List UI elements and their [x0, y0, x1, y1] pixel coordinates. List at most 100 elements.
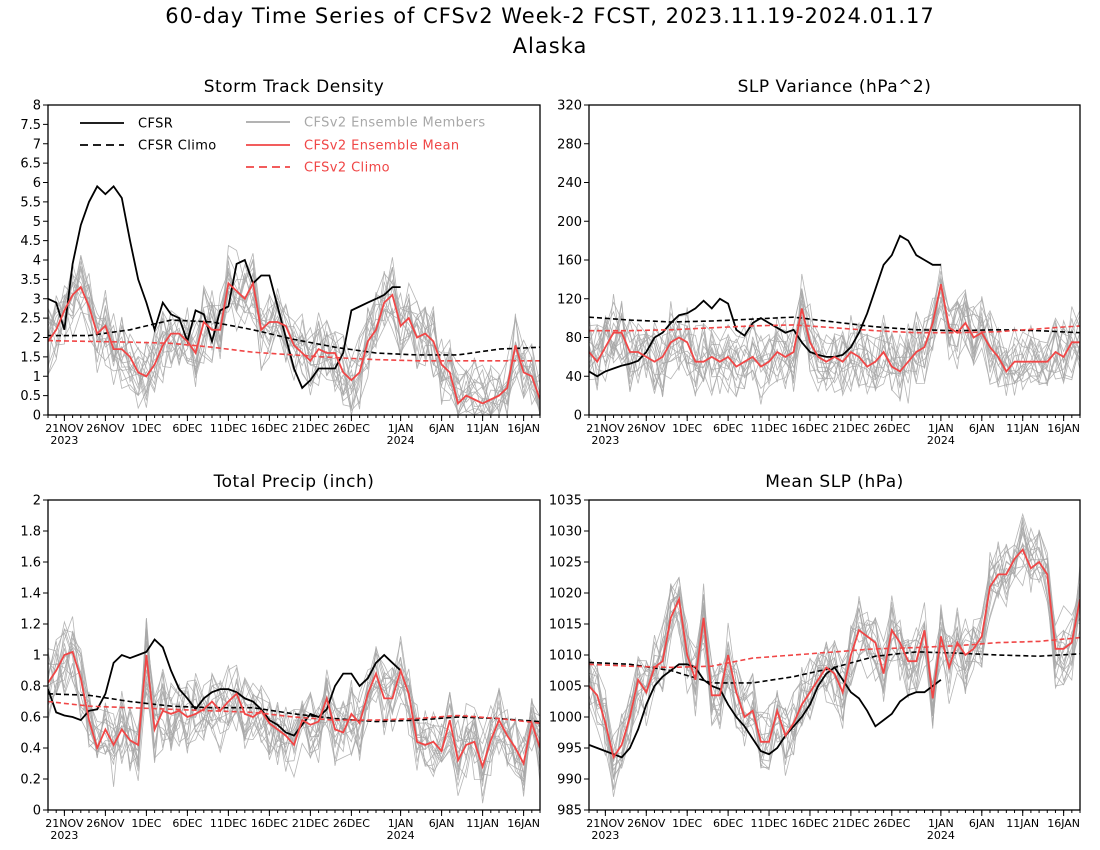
ensemble-member-line: [589, 299, 1080, 404]
y-tick-label: 320: [557, 99, 582, 114]
ensemble-member-line: [48, 244, 540, 415]
x-tick-label: 11JAN: [1006, 422, 1039, 435]
y-tick-label: 1015: [549, 618, 582, 633]
x-tick-year: 2023: [591, 434, 619, 447]
x-tick-label: 16JAN: [1047, 422, 1080, 435]
ensemble-member-line: [48, 261, 540, 415]
y-tick-label: 995: [557, 742, 582, 757]
ensemble-member-line: [48, 267, 540, 405]
x-tick-label: 26DEC: [873, 817, 910, 830]
y-tick-label: 6.5: [20, 157, 41, 172]
cfsr-climo-line: [589, 316, 1080, 334]
x-tick-label: 21NOV: [586, 422, 625, 435]
plot-area: [48, 184, 540, 415]
y-tick-label: 4.5: [20, 234, 41, 249]
ensemble-member-line: [48, 628, 540, 783]
ensemble-member-line: [48, 268, 540, 415]
x-tick-label: 26DEC: [873, 422, 910, 435]
y-tick-label: 4: [33, 254, 41, 269]
ensemble-member-line: [589, 520, 1080, 771]
x-tick-label: 1DEC: [131, 422, 161, 435]
legend-label: CFSv2 Ensemble Mean: [304, 139, 460, 154]
cfsv2-ensemble-mean-line: [48, 280, 540, 406]
x-tick-label: 11DEC: [750, 422, 787, 435]
x-tick-year: 2024: [927, 829, 955, 842]
ensemble-member-line: [48, 283, 540, 415]
legend-label: CFSR Climo: [138, 139, 217, 154]
y-tick-label: 1.2: [20, 618, 41, 633]
x-tick-label: 16DEC: [251, 422, 288, 435]
chart-panel-2: SLP Variance (hPa^2) 0 40 80 120 160 200 240 280…: [557, 77, 1081, 447]
y-tick-label: 0.4: [20, 742, 41, 757]
x-tick-label: 16DEC: [251, 817, 288, 830]
y-tick-label: 120: [557, 292, 582, 307]
y-tick-label: 0: [33, 804, 41, 819]
cfsr-climo-line: [48, 319, 540, 356]
plot-frame: [588, 499, 1081, 811]
y-tick-label: 2.5: [20, 312, 41, 327]
cfsv2-climo-line: [48, 700, 540, 724]
x-tick-label: 1DEC: [672, 817, 702, 830]
cfsr-climo-line: [589, 651, 1080, 684]
x-tick-label: 21NOV: [45, 817, 84, 830]
x-tick-label: 21NOV: [45, 422, 84, 435]
x-tick-label: 6JAN: [969, 817, 995, 830]
y-tick-label: 3: [33, 292, 41, 307]
page-title: 60-day Time Series of CFSv2 Week-2 FCST,…: [165, 4, 935, 28]
cfsv2-ensemble-mean-line: [48, 650, 540, 770]
cfsr-line: [589, 663, 942, 759]
x-tick-label: 6JAN: [969, 422, 995, 435]
x-tick-label: 6JAN: [429, 422, 455, 435]
y-tick-label: 0.5: [20, 389, 41, 404]
cfsv2-ensemble-mean-line: [589, 284, 1080, 373]
chart-panel-3: Total Precip (inch) 0 0.2 0.4 0.6 0.8 1 1.2 1.4 1…: [20, 472, 541, 842]
x-tick-label: 6JAN: [429, 817, 455, 830]
ensemble-member-line: [48, 253, 540, 415]
y-tick-label: 0.2: [20, 773, 41, 788]
x-tick-year: 2024: [387, 434, 415, 447]
legend: CFSR CFSR Climo CFSv2 Ensemble Members CFSv…: [80, 116, 486, 176]
y-tick-label: 990: [557, 773, 582, 788]
y-tick-label: 1.8: [20, 525, 41, 540]
ensemble-member-line: [589, 299, 1080, 396]
x-tick-year: 2024: [927, 434, 955, 447]
ensemble-member-line: [48, 630, 540, 782]
x-tick-label: 21DEC: [832, 817, 869, 830]
x-tick-label: 6DEC: [172, 817, 202, 830]
x-tick-label: 1JAN: [388, 817, 414, 830]
ensemble-member-line: [589, 526, 1080, 779]
x-tick-label: 1JAN: [388, 422, 414, 435]
y-tick-label: 8: [33, 99, 41, 114]
x-tick-label: 26NOV: [86, 817, 125, 830]
ensemble-member-line: [589, 537, 1080, 762]
y-tick-label: 7.5: [20, 118, 41, 133]
plot-frame: [588, 104, 1081, 416]
ensemble-member-line: [589, 532, 1080, 790]
y-tick-label: 0.6: [20, 711, 41, 726]
x-tick-label: 1DEC: [131, 817, 161, 830]
y-tick-label: 1030: [549, 525, 582, 540]
y-tick-label: 280: [557, 137, 582, 152]
y-tick-label: 80: [565, 331, 582, 346]
ensemble-member-line: [589, 285, 1080, 388]
x-tick-label: 21DEC: [292, 422, 329, 435]
x-tick-label: 1DEC: [672, 422, 702, 435]
plot-area: [589, 234, 1080, 405]
x-tick-label: 16DEC: [791, 422, 828, 435]
cfsr-climo-line: [48, 693, 540, 723]
ensemble-member-line: [48, 620, 540, 778]
plot-frame: [47, 499, 541, 811]
legend-label: CFSv2 Ensemble Members: [304, 116, 486, 131]
x-tick-label: 11JAN: [466, 422, 499, 435]
x-tick-year: 2023: [591, 829, 619, 842]
x-tick-label: 21NOV: [586, 817, 625, 830]
x-tick-label: 21DEC: [832, 422, 869, 435]
x-tick-label: 1JAN: [928, 422, 954, 435]
y-tick-label: 1: [33, 370, 41, 385]
x-tick-label: 11DEC: [210, 422, 247, 435]
y-tick-label: 985: [557, 804, 582, 819]
x-tick-label: 6DEC: [713, 422, 743, 435]
x-tick-year: 2024: [387, 829, 415, 842]
y-tick-label: 3.5: [20, 273, 41, 288]
ensemble-member-line: [589, 526, 1080, 776]
